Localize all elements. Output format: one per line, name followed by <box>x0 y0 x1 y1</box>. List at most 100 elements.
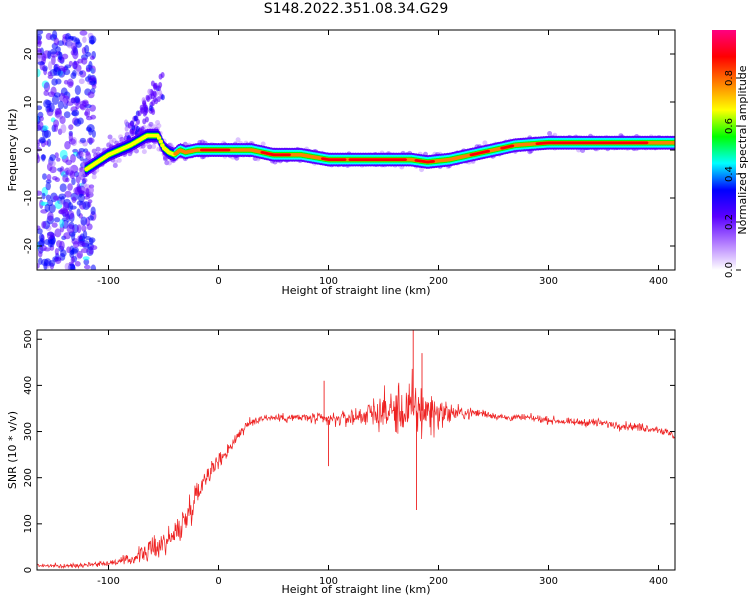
spectrogram-halo-blob <box>119 136 125 142</box>
spectrogram-noise-blob <box>77 240 86 247</box>
spectrogram-noise-blob <box>72 148 79 154</box>
spectrogram-noise-blob <box>46 138 52 147</box>
spectrogram-noise-blob <box>46 173 52 181</box>
spectrogram-x-tick-label: 200 <box>429 276 448 287</box>
spectrogram-noise-blob <box>83 264 91 270</box>
spectrogram-x-tick-label: 300 <box>539 276 558 287</box>
spectrogram-noise-blob <box>76 208 81 217</box>
spectrogram-streak-blob <box>152 83 157 90</box>
spectrogram-noise-blob <box>53 119 60 128</box>
snr-x-tick-label: 300 <box>539 576 558 587</box>
spectrogram-halo-blob <box>112 159 118 165</box>
spectrogram-noise-blob <box>87 199 93 204</box>
spectrogram-noise-blob <box>72 49 79 60</box>
spectrogram-halo-blob <box>155 119 161 125</box>
colorbar-tick-label: 0.6 <box>724 118 735 134</box>
spectrogram-y-tick-label: 0 <box>23 147 34 153</box>
spectrogram-noise-blob <box>62 66 67 73</box>
spectrogram-halo-blob <box>79 175 85 181</box>
spectrogram-noise-blob <box>73 118 82 127</box>
spectrogram-noise-blob <box>43 247 51 252</box>
spectrogram-noise-blob <box>77 193 85 203</box>
spectrogram-x-tick-label: 0 <box>215 276 221 287</box>
spectrogram-halo-blob <box>85 150 91 156</box>
spectrogram-noise-blob <box>75 104 80 110</box>
spectrogram-noise-blob <box>47 211 54 222</box>
snr-x-tick-label: 200 <box>429 576 448 587</box>
spectrogram-noise-blob <box>66 246 72 254</box>
spectrogram-halo-blob <box>106 143 112 149</box>
spectrogram-y-tick-label: -10 <box>23 190 34 206</box>
spectrogram-peak-cell <box>402 158 407 162</box>
spectrogram-noise-blob <box>60 249 67 257</box>
spectrogram-noise-blob <box>64 190 72 198</box>
snr-x-tick-label: 400 <box>649 576 668 587</box>
spectrogram-noise-blob <box>50 48 57 55</box>
snr-ticks: -100 0 100 200 300 400 0 100 200 300 400 500 <box>23 330 675 587</box>
spectrogram-streak-blob <box>158 81 163 88</box>
colorbar-tick-label: 0.2 <box>724 214 735 230</box>
spectrogram-noise-blob <box>54 256 62 265</box>
spectrogram-noise-blob <box>61 53 69 60</box>
spectrogram-noise-blob <box>86 223 93 231</box>
chart-title: S148.2022.351.08.34.G29 <box>263 1 449 17</box>
spectrogram-noise-blob <box>89 245 98 251</box>
colorbar-tick-label: 0.4 <box>724 166 735 182</box>
snr-y-tick-label: 400 <box>23 376 34 395</box>
spectrogram-noise-blob <box>53 217 61 223</box>
spectrogram-noise-blob <box>57 51 62 60</box>
spectrogram-streak-blob <box>147 88 152 95</box>
spectrogram-noise-blob <box>69 249 75 259</box>
spectrogram-noise-blob <box>37 250 43 258</box>
spectrogram-noise-blob <box>45 194 51 201</box>
spectrogram-noise-blob <box>75 41 82 48</box>
spectrogram-noise-blob <box>70 72 77 79</box>
spectrogram-halo-blob <box>116 157 122 163</box>
spectrogram-noise-blob <box>48 260 56 267</box>
spectrogram-noise-blob <box>37 30 44 35</box>
snr-x-axis-label: Height of straight line (km) <box>281 583 430 596</box>
spectrogram-noise-blob <box>79 70 84 75</box>
spectrogram-halo-blob <box>141 149 147 155</box>
spectrogram-noise-blob <box>56 157 61 162</box>
spectrogram-noise-blob <box>70 97 77 104</box>
spectrogram-streak-blob <box>151 109 156 116</box>
spectrogram-y-tick-label: 10 <box>23 96 34 109</box>
spectrogram-noise-blob <box>53 37 60 46</box>
spectrogram-noise-blob <box>75 175 81 184</box>
spectrogram-peak-cell <box>342 158 347 162</box>
spectrogram-noise-blob <box>37 147 42 152</box>
spectrogram-halo-blob <box>95 146 101 152</box>
spectrogram-noise-blob <box>82 256 90 261</box>
spectrogram-noise-blob <box>91 129 96 138</box>
spectrogram-noise-blob <box>79 156 84 162</box>
spectrogram-peak-cell <box>431 160 435 163</box>
spectrogram-ridge-cell <box>160 143 165 147</box>
spectrogram-noise-blob <box>37 190 43 196</box>
spectrogram-halo-blob <box>147 123 153 129</box>
spectrogram-noise-blob <box>37 105 43 111</box>
spectrogram-halo-blob <box>91 174 97 180</box>
spectrogram-y-tick-label: -20 <box>23 238 34 254</box>
spectrogram-noise-blob <box>64 140 71 150</box>
spectrogram-noise-blob <box>37 40 43 45</box>
spectrogram-noise-blob <box>71 177 76 186</box>
spectrogram-noise-blob <box>52 175 58 181</box>
spectrogram-noise-blob <box>91 84 97 90</box>
spectrogram-noise-blob <box>37 34 43 41</box>
spectrogram-noise-blob <box>81 101 89 108</box>
spectrogram-halo-blob <box>260 141 266 147</box>
spectrogram-noise-blob <box>37 61 45 66</box>
spectrogram-noise-blob <box>49 238 55 248</box>
spectrogram-peak-cell <box>486 149 490 153</box>
spectrogram-noise-blob <box>37 47 42 53</box>
colorbar-gradient <box>712 30 736 270</box>
spectrogram-noise-blob <box>41 220 47 229</box>
spectrogram-streak-blob <box>135 125 140 132</box>
spectrogram-noise-blob <box>70 256 75 264</box>
spectrogram-noise-blob <box>41 258 49 267</box>
snr-panel: -100 0 100 200 300 400 0 100 200 300 400 500 Height… <box>6 329 676 596</box>
